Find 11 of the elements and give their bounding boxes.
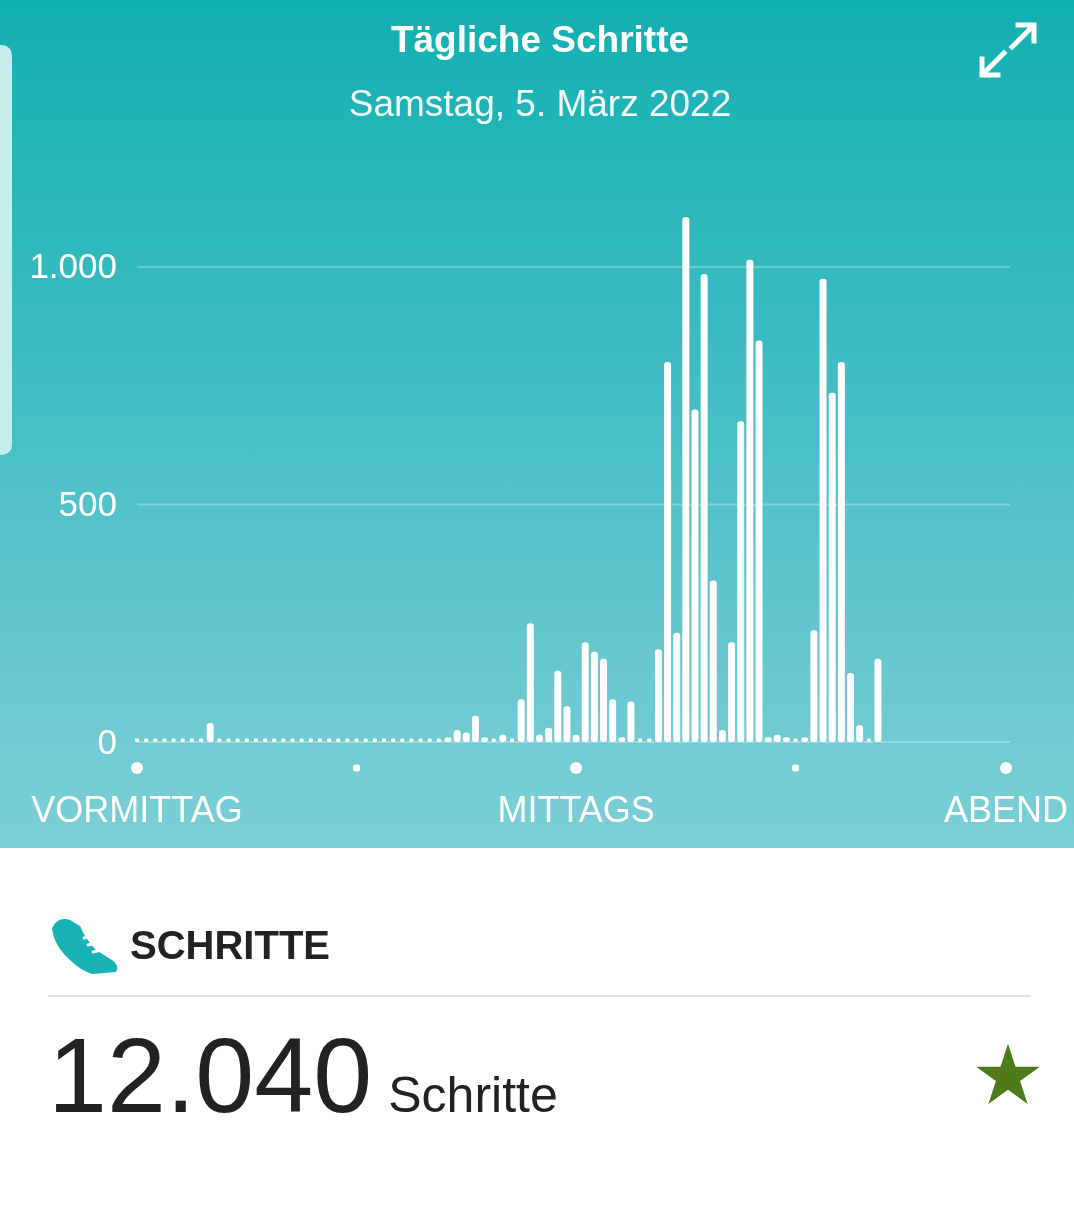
chart-title: Tägliche Schritte: [390, 19, 690, 60]
text: SCHRITTE: [130, 923, 330, 967]
x-tick-label: ABEND: [943, 789, 1069, 830]
x-tick-label: MITTAGS: [497, 789, 655, 830]
x-tick-label: VORMITTAG: [31, 789, 243, 830]
chart-subtitle: Samstag, 5. März 2022: [348, 83, 732, 124]
text: 12.040: [48, 1016, 373, 1134]
text: Schritte: [388, 1067, 558, 1123]
y-tick-label: 0: [97, 721, 117, 761]
y-tick-label: 500: [58, 483, 117, 523]
y-tick-label: 1.000: [29, 246, 117, 286]
